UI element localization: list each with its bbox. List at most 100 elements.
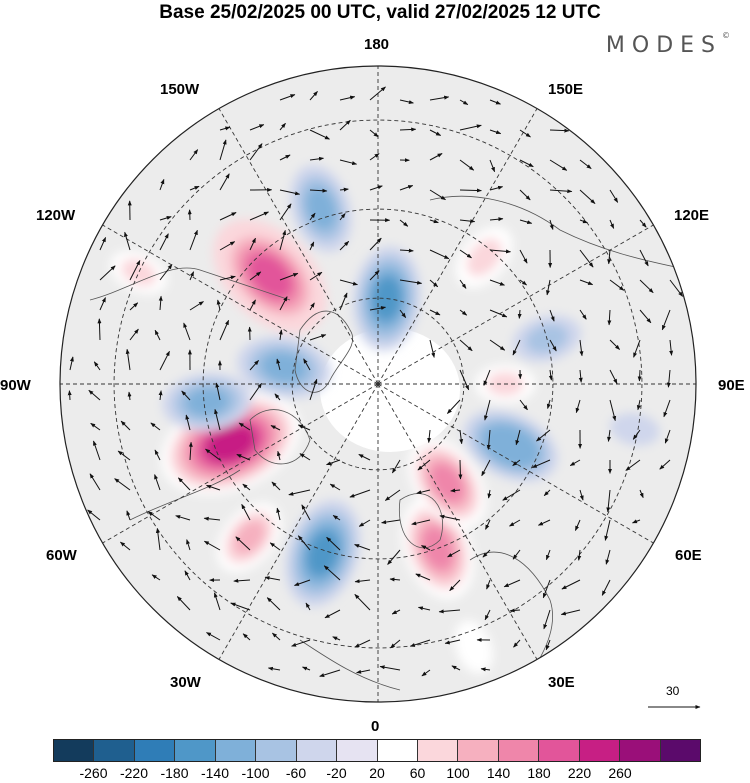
- wind-arrow: [291, 639, 311, 647]
- wind-arrow: [519, 189, 531, 201]
- wind-arrow: [279, 189, 301, 196]
- wind-arrow: [219, 241, 236, 251]
- wind-arrow: [509, 519, 521, 527]
- wind-arrow: [233, 578, 251, 583]
- wind-arrow: [487, 489, 492, 499]
- polar-map: [59, 65, 701, 709]
- colorbar-bin-8: [377, 740, 418, 761]
- wind-arrow: [415, 573, 431, 581]
- wind-arrow: [319, 669, 341, 677]
- wind-arrow: [150, 422, 161, 431]
- wind-arrow: [339, 279, 358, 286]
- wind-arrow: [203, 516, 221, 521]
- wind-arrow: [512, 549, 521, 560]
- colorbar-tick: -20: [326, 765, 347, 781]
- wind-arrow: [158, 295, 163, 311]
- wind-arrow: [301, 504, 311, 521]
- wind-arrow: [88, 389, 101, 401]
- wind-arrow: [639, 489, 644, 499]
- wind-arrow: [459, 124, 482, 131]
- graticule: [60, 66, 696, 702]
- wind-arrow: [416, 489, 431, 495]
- wind-arrow: [664, 429, 671, 444]
- wind-arrow: [354, 594, 371, 611]
- wind-arrow: [625, 459, 641, 471]
- lon-label-0: 0: [371, 718, 380, 735]
- wind-arrow: [339, 241, 350, 251]
- wind-arrow: [159, 178, 165, 191]
- wind-arrow: [577, 549, 582, 561]
- wind-arrow: [213, 592, 221, 611]
- wind-arrow: [276, 450, 281, 461]
- wind-arrow: [154, 474, 161, 491]
- wind-arrow: [459, 159, 475, 171]
- wind-arrow: [219, 126, 231, 131]
- wind-arrow: [486, 579, 491, 590]
- wind-arrow: [358, 519, 371, 527]
- wind-arrow: [515, 429, 521, 446]
- wind-arrow: [369, 237, 382, 251]
- wind-arrow: [512, 339, 521, 356]
- wind-arrow: [279, 229, 287, 251]
- wind-arrow: [184, 570, 191, 581]
- wind-arrow: [159, 264, 173, 281]
- wind-arrow: [604, 519, 611, 541]
- wind-arrow: [249, 143, 263, 161]
- wind-arrow: [661, 309, 671, 331]
- wind-arrow: [459, 249, 472, 259]
- wind-arrow: [519, 399, 528, 411]
- wind-arrow: [339, 119, 351, 131]
- wind-arrow: [309, 378, 318, 401]
- wind-arrow: [548, 369, 553, 381]
- wind-arrow: [189, 229, 198, 251]
- wind-arrow: [189, 185, 200, 191]
- colorbar-tick: 60: [409, 765, 426, 781]
- wind-arrow: [669, 279, 683, 297]
- wind-arrow: [458, 459, 463, 480]
- wind-arrow: [216, 299, 221, 311]
- lon-label-60e: 60E: [675, 547, 702, 564]
- wind-arrow: [459, 339, 473, 352]
- colorbar-tick: -100: [241, 765, 270, 781]
- wind-arrow: [339, 95, 356, 101]
- wind-arrow: [309, 334, 327, 341]
- wind-arrow: [151, 574, 161, 581]
- wind-arrow: [545, 549, 551, 561]
- wind-arrow: [67, 390, 72, 401]
- wind-arrow: [159, 215, 172, 221]
- wind-arrow: [659, 459, 671, 470]
- wind-arrow: [154, 329, 161, 341]
- wind-arrow: [326, 536, 341, 551]
- wind-arrow: [309, 91, 318, 101]
- wind-arrow: [459, 369, 470, 391]
- wind-arrow: [369, 86, 386, 101]
- wind-arrow: [354, 639, 371, 648]
- wind-arrow: [503, 579, 521, 588]
- wind-arrow: [97, 318, 102, 341]
- wind-arrow: [459, 429, 464, 445]
- wind-arrow: [299, 453, 311, 461]
- wind-arrow: [271, 481, 281, 491]
- wind-arrow: [279, 272, 299, 281]
- wind-arrow: [447, 549, 461, 558]
- wind-arrow: [125, 348, 131, 371]
- wind-arrow: [309, 156, 324, 161]
- wind-arrow: [483, 369, 491, 386]
- wind-arrow: [579, 309, 587, 320]
- wind-arrow: [549, 339, 557, 352]
- anomaly-contour: [305, 187, 337, 231]
- wind-arrow: [214, 408, 221, 431]
- wind-arrow: [519, 249, 528, 264]
- wind-arrow: [87, 509, 101, 521]
- lon-label-120e: 120E: [674, 207, 710, 224]
- wind-arrow: [274, 393, 281, 401]
- wind-arrow: [483, 399, 491, 421]
- wind-arrow: [332, 636, 341, 641]
- wind-arrow: [249, 382, 263, 401]
- map-title: Base 25/02/2025 00 UTC, valid 27/02/2025…: [159, 2, 601, 23]
- wind-arrow: [278, 329, 283, 341]
- wind-arrow: [519, 219, 533, 225]
- wind-arrow: [605, 549, 611, 565]
- brand-name: MODES: [605, 33, 722, 58]
- lon-label-150e: 150E: [548, 81, 584, 98]
